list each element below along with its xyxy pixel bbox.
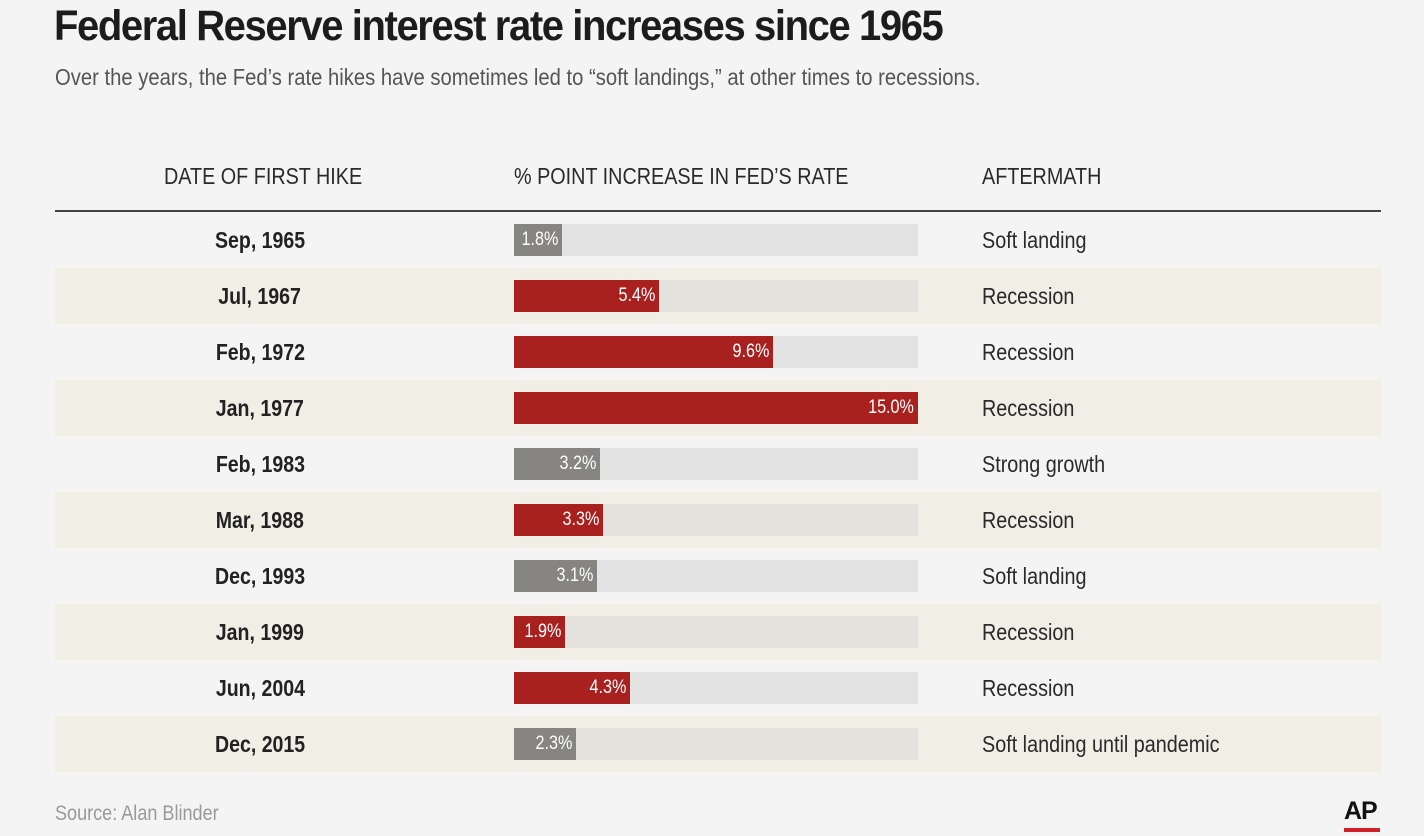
bar	[514, 336, 773, 368]
row-date: Feb, 1972	[55, 324, 465, 380]
bar-track: 15.0%	[514, 392, 918, 424]
bar	[514, 392, 918, 424]
bar	[514, 728, 576, 760]
table-row: Mar, 1988 3.3% Recession	[55, 492, 1381, 548]
bar-value-label: 9.6%	[732, 341, 769, 362]
row-aftermath: Soft landing until pandemic	[982, 731, 1220, 757]
bar	[514, 504, 603, 536]
bar-value-label: 1.8%	[521, 229, 558, 250]
header-rule	[55, 210, 1381, 212]
bar-value-label: 15.0%	[868, 397, 914, 418]
table-row: Jan, 1999 1.9% Recession	[55, 604, 1381, 660]
bar-value-label: 1.9%	[524, 621, 561, 642]
bar-track: 1.8%	[514, 224, 918, 256]
row-aftermath: Recession	[982, 675, 1075, 701]
row-aftermath: Recession	[982, 283, 1075, 309]
row-date-label: Dec, 2015	[214, 731, 306, 757]
bar	[514, 280, 659, 312]
row-date: Sep, 1965	[55, 212, 465, 268]
chart-subtitle: Over the years, the Fed’s rate hikes hav…	[55, 64, 981, 90]
ap-logo-text: AP	[1344, 797, 1378, 825]
table-row: Jun, 2004 4.3% Recession	[55, 660, 1381, 716]
row-date: Mar, 1988	[55, 492, 465, 548]
bar	[514, 672, 630, 704]
table-row: Jul, 1967 5.4% Recession	[55, 268, 1381, 324]
bar-track: 4.3%	[514, 672, 918, 704]
bar	[514, 448, 600, 480]
bar-value-label: 3.3%	[562, 509, 599, 530]
row-date: Dec, 2015	[55, 716, 465, 772]
bar	[514, 616, 565, 648]
row-date: Jul, 1967	[55, 268, 465, 324]
bar-value-label: 2.3%	[535, 733, 572, 754]
bar-track: 2.3%	[514, 728, 918, 760]
ap-logo: AP	[1344, 796, 1382, 834]
bar-value-label: 4.3%	[589, 677, 626, 698]
table-row: Feb, 1972 9.6% Recession	[55, 324, 1381, 380]
bar-value-label: 3.1%	[556, 565, 593, 586]
row-date-label: Mar, 1988	[215, 507, 305, 533]
row-aftermath: Soft landing	[982, 563, 1087, 589]
chart-rows: Sep, 1965 1.8% Soft landing Jul, 1967 5.4% Re…	[55, 212, 1381, 772]
row-date-label: Jan, 1977	[215, 395, 305, 421]
table-row: Dec, 1993 3.1% Soft landing	[55, 548, 1381, 604]
row-date: Dec, 1993	[55, 548, 465, 604]
column-header-increase: % POINT INCREASE IN FED’S RATE	[514, 163, 849, 189]
bar-track: 3.1%	[514, 560, 918, 592]
table-row: Sep, 1965 1.8% Soft landing	[55, 212, 1381, 268]
row-aftermath: Recession	[982, 507, 1075, 533]
row-date: Jan, 1999	[55, 604, 465, 660]
table-row: Feb, 1983 3.2% Strong growth	[55, 436, 1381, 492]
row-date: Jan, 1977	[55, 380, 465, 436]
row-aftermath: Soft landing	[982, 227, 1087, 253]
row-aftermath: Recession	[982, 395, 1075, 421]
row-date-label: Sep, 1965	[214, 227, 306, 253]
row-date-label: Jul, 1967	[218, 283, 302, 309]
chart-title: Federal Reserve interest rate increases …	[54, 2, 944, 50]
row-aftermath: Recession	[982, 619, 1075, 645]
row-date-label: Jun, 2004	[215, 675, 305, 701]
bar-track: 3.2%	[514, 448, 918, 480]
source-note: Source: Alan Blinder	[55, 802, 219, 825]
column-header-date: DATE OF FIRST HIKE	[164, 163, 363, 189]
bar-track: 9.6%	[514, 336, 918, 368]
column-header-aftermath: AFTERMATH	[982, 163, 1102, 189]
table-row: Dec, 2015 2.3% Soft landing until pandemic	[55, 716, 1381, 772]
row-aftermath: Strong growth	[982, 451, 1106, 477]
row-date-label: Jan, 1999	[215, 619, 305, 645]
row-date: Feb, 1983	[55, 436, 465, 492]
bar	[514, 224, 562, 256]
table-row: Jan, 1977 15.0% Recession	[55, 380, 1381, 436]
row-date-label: Feb, 1983	[215, 451, 305, 477]
row-date-label: Feb, 1972	[215, 339, 305, 365]
ap-logo-bar	[1344, 828, 1380, 832]
bar-value-label: 3.2%	[559, 453, 596, 474]
row-date-label: Dec, 1993	[214, 563, 306, 589]
bar	[514, 560, 597, 592]
row-date: Jun, 2004	[55, 660, 465, 716]
bar-track: 1.9%	[514, 616, 918, 648]
bar-track: 3.3%	[514, 504, 918, 536]
row-aftermath: Recession	[982, 339, 1075, 365]
bar-value-label: 5.4%	[618, 285, 655, 306]
bar-track: 5.4%	[514, 280, 918, 312]
